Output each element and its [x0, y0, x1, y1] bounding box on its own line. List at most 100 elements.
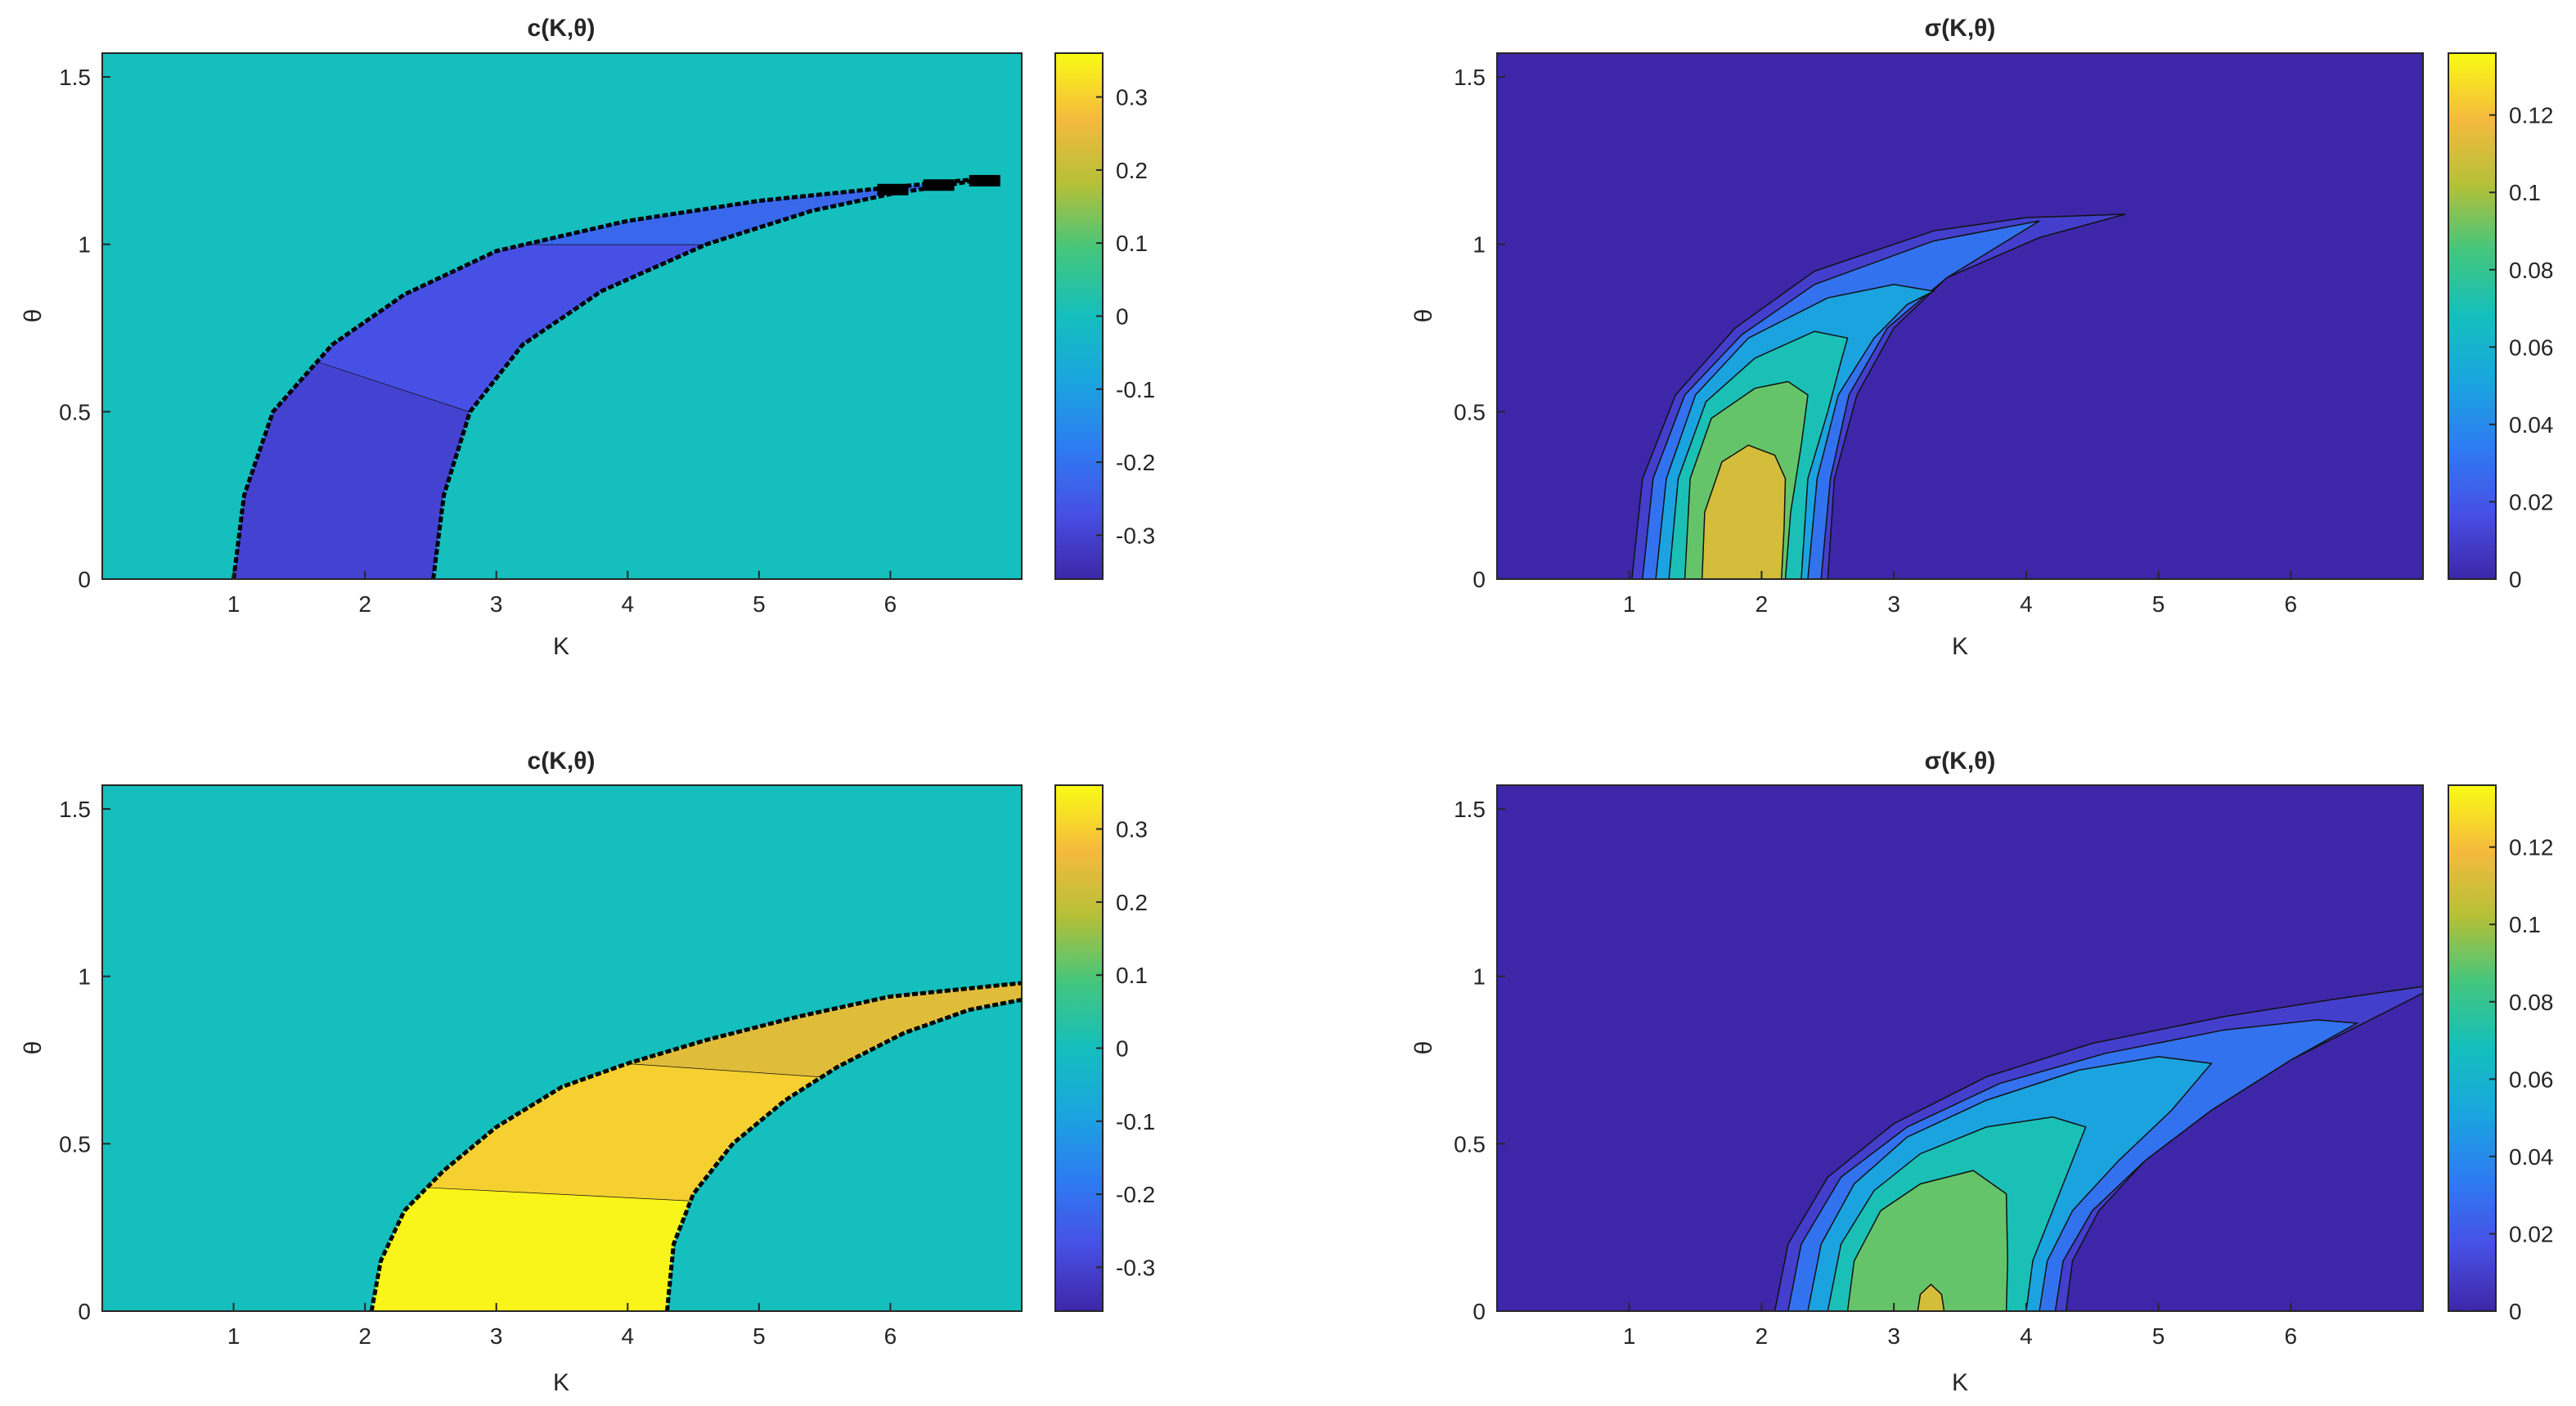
panel-sigma-top-colorbar-tick-label-2: 0.04: [2509, 412, 2554, 438]
panel-c-top-ylabel: θ: [20, 309, 47, 323]
panel-sigma-top-contours: [1631, 213, 2126, 580]
panel-sigma-top-xtick-label-3: 4: [2020, 591, 2033, 617]
panel-sigma-bottom-colorbar: 0 0.02 0.04 0.06 0.08 0.1 0.12: [2448, 784, 2554, 1324]
panel-sigma-top-xtick-label-5: 6: [2284, 591, 2297, 617]
panel-sigma-bottom-ylabel: θ: [1410, 1041, 1437, 1055]
panel-c-top-xtick-label-4: 5: [753, 591, 766, 617]
panel-sigma-top-contour-5: [1701, 444, 1787, 580]
panel-c-top-band: [232, 174, 1000, 580]
panel-c-bottom-band: [369, 981, 1023, 1312]
panel-sigma-top-xticks: 1 2 3 4 5 6: [1623, 571, 2297, 617]
panel-c-bottom-frame: [101, 784, 1023, 1312]
panel-c-top-colorbar-tick-label-0: -0.3: [1116, 523, 1155, 548]
panel-sigma-bottom: σ(K,θ) 1 2 3 4 5 6 0 0.5 1 1.5 K θ 0 0.02 0.04 0.06…: [1410, 748, 2554, 1396]
panel-c-top-colorbar-ticks: -0.3 -0.2 -0.1 0 0.1 0.2 0.3: [1096, 85, 1155, 548]
panel-c-top-ytick-label-0: 0: [78, 567, 91, 592]
panel-sigma-bottom-yticks: 0 0.5 1 1.5: [1454, 797, 1505, 1324]
panel-c-bottom-yticks: 0 0.5 1 1.5: [59, 797, 110, 1324]
panel-sigma-top-ylabel: θ: [1410, 309, 1437, 323]
panel-c-top: c(K,θ) 1 2 3 4 5 6 0 0.5 1 1.5 K θ -0.3 -0.2 -0.1 0…: [20, 15, 1155, 660]
panel-c-bottom-colorbar-gradient: [1054, 784, 1104, 1312]
panel-c-bottom-band-region-2: [627, 982, 1022, 1077]
panel-c-bottom-colorbar-tick-label-1: -0.2: [1116, 1182, 1155, 1207]
panel-c-top-ytick-label-2: 1: [78, 232, 91, 258]
panel-sigma-top-xlabel: K: [1952, 633, 1968, 660]
panel-c-top-xtick-label-3: 4: [621, 591, 634, 617]
panel-sigma-top-colorbar-gradient: [2448, 52, 2497, 580]
panel-c-top-band-dash-1: [923, 179, 955, 191]
panel-c-bottom-colorbar-tick-label-0: -0.3: [1116, 1255, 1155, 1280]
panel-c-bottom-band-region-0: [371, 1187, 691, 1311]
panel-c-bottom-xlabel: K: [553, 1369, 569, 1396]
panel-sigma-top-colorbar-ticks: 0 0.02 0.04 0.06 0.08 0.1 0.12: [2489, 103, 2554, 592]
panel-c-top-xtick-label-2: 3: [490, 591, 503, 617]
panel-c-top-colorbar-tick-label-1: -0.2: [1116, 450, 1155, 475]
panel-sigma-bottom-ytick-label-1: 0.5: [1454, 1131, 1486, 1157]
panel-sigma-bottom-title: σ(K,θ): [1925, 748, 1996, 775]
panel-c-bottom: c(K,θ) 1 2 3 4 5 6 0 0.5 1 1.5 K θ -0.3 -0.2 -0.1 0…: [20, 748, 1155, 1396]
panel-c-bottom-colorbar-tick-label-3: 0: [1116, 1036, 1129, 1062]
panel-sigma-bottom-colorbar-tick-label-0: 0: [2509, 1299, 2522, 1324]
panel-sigma-top: σ(K,θ) 1 2 3 4 5 6 0 0.5 1 1.5 K θ 0 0.02 0.04 0.06…: [1410, 15, 2554, 660]
panel-sigma-top-xtick-label-4: 5: [2152, 591, 2165, 617]
panel-sigma-top-colorbar-tick-label-5: 0.1: [2509, 180, 2541, 205]
panel-c-bottom-ytick-label-2: 1: [78, 964, 91, 990]
panel-c-top-colorbar-tick-label-4: 0.1: [1116, 231, 1148, 256]
panel-c-top-xtick-label-5: 6: [884, 591, 897, 617]
panel-c-bottom-xticks: 1 2 3 4 5 6: [227, 1303, 897, 1349]
panel-c-top-band-left-boundary: [232, 175, 996, 580]
panel-sigma-bottom-xtick-label-5: 6: [2284, 1323, 2297, 1349]
panel-c-bottom-xtick-label-0: 1: [227, 1323, 241, 1349]
panel-sigma-bottom-colorbar-ticks: 0 0.02 0.04 0.06 0.08 0.1 0.12: [2489, 835, 2554, 1324]
panel-sigma-bottom-ytick-label-0: 0: [1472, 1299, 1486, 1324]
panel-sigma-top-colorbar-tick-label-1: 0.02: [2509, 489, 2554, 514]
panel-c-top-colorbar-tick-label-6: 0.3: [1116, 85, 1148, 110]
panel-c-top-axes-area: [101, 52, 1023, 580]
panel-c-top-xticks: 1 2 3 4 5 6: [227, 571, 897, 617]
panel-sigma-top-yticks: 0 0.5 1 1.5: [1454, 65, 1505, 592]
panel-sigma-bottom-axes-area: [1496, 784, 2424, 1312]
panel-c-bottom-title: c(K,θ): [528, 748, 596, 775]
panel-c-bottom-colorbar-ticks: -0.3 -0.2 -0.1 0 0.1 0.2 0.3: [1096, 817, 1155, 1280]
panel-sigma-top-colorbar-tick-label-6: 0.12: [2509, 103, 2554, 128]
panel-c-bottom-colorbar-tick-label-4: 0.1: [1116, 963, 1148, 988]
panel-c-bottom-xtick-label-3: 4: [621, 1323, 634, 1349]
panel-sigma-top-ytick-label-1: 0.5: [1454, 399, 1486, 424]
panel-sigma-top-ytick-label-3: 1.5: [1454, 65, 1486, 90]
panel-c-bottom-colorbar-tick-label-2: -0.1: [1116, 1109, 1155, 1134]
panel-c-bottom-xtick-label-4: 5: [753, 1323, 766, 1349]
panel-sigma-bottom-xticks: 1 2 3 4 5 6: [1623, 1303, 2297, 1349]
panel-sigma-top-ytick-label-0: 0: [1472, 567, 1486, 592]
panel-c-top-xlabel: K: [553, 633, 569, 660]
panel-c-bottom-xtick-label-5: 6: [884, 1323, 897, 1349]
panel-sigma-bottom-colorbar-tick-label-5: 0.1: [2509, 912, 2541, 937]
panel-c-bottom-ytick-label-0: 0: [78, 1299, 91, 1324]
panel-c-bottom-ylabel: θ: [20, 1041, 47, 1055]
panel-sigma-top-colorbar-tick-label-0: 0: [2509, 567, 2522, 592]
panel-sigma-top-colorbar: 0 0.02 0.04 0.06 0.08 0.1 0.12: [2448, 52, 2554, 592]
panel-sigma-bottom-xlabel: K: [1952, 1369, 1968, 1396]
panel-c-bottom-colorbar-tick-label-6: 0.3: [1116, 817, 1148, 842]
panel-sigma-bottom-frame: [1496, 784, 2424, 1312]
panel-sigma-bottom-ytick-label-2: 1: [1472, 964, 1486, 990]
panel-sigma-bottom-colorbar-tick-label-2: 0.04: [2509, 1144, 2554, 1170]
panel-c-bottom-xtick-label-1: 2: [358, 1323, 371, 1349]
panel-c-top-ytick-label-1: 0.5: [59, 399, 91, 424]
panel-sigma-bottom-xtick-label-2: 3: [1887, 1323, 1900, 1349]
panel-c-top-band-region-0: [233, 362, 470, 579]
panel-c-top-band-dash-2: [969, 174, 1000, 186]
panel-sigma-top-axes-area: [1496, 52, 2424, 580]
panel-sigma-top-xtick-label-1: 2: [1756, 591, 1769, 617]
panel-c-bottom-band-right-boundary: [665, 997, 1023, 1312]
panel-c-top-ytick-label-3: 1.5: [59, 65, 91, 90]
panel-sigma-bottom-xtick-label-0: 1: [1623, 1323, 1636, 1349]
panel-c-top-colorbar: -0.3 -0.2 -0.1 0 0.1 0.2 0.3: [1054, 52, 1155, 580]
panel-c-top-colorbar-gradient: [1054, 52, 1104, 580]
panel-sigma-top-xtick-label-0: 1: [1623, 591, 1636, 617]
panel-sigma-bottom-colorbar-gradient: [2448, 784, 2497, 1312]
panel-sigma-bottom-xtick-label-1: 2: [1756, 1323, 1769, 1349]
panel-sigma-top-background: [1497, 53, 2423, 579]
panel-c-bottom-ytick-label-3: 1.5: [59, 797, 91, 822]
panel-c-bottom-band-left-boundary: [369, 981, 1023, 1312]
